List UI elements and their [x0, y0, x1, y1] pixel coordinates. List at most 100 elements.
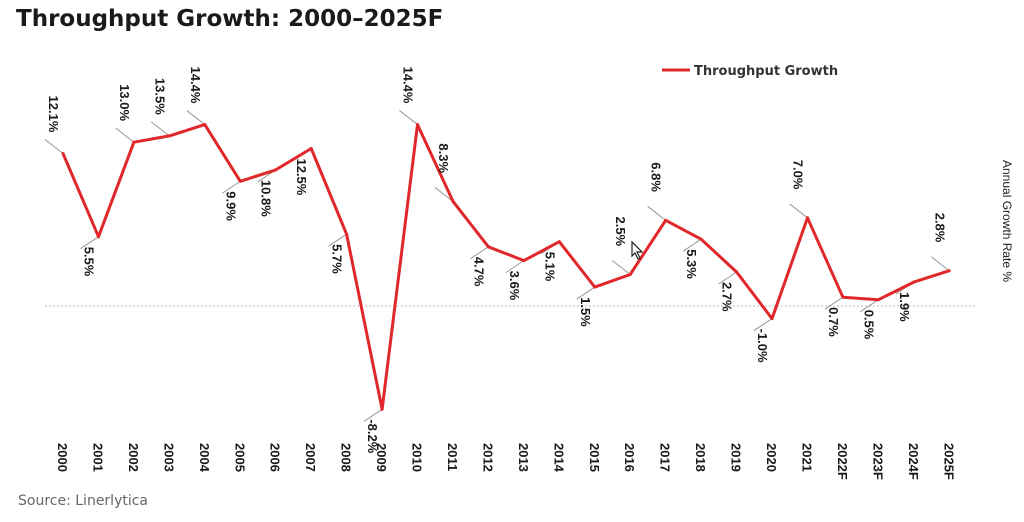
legend: Throughput Growth — [662, 64, 838, 79]
x-tick-label: 2024F — [906, 443, 921, 480]
series-line — [61, 123, 951, 411]
data-point — [522, 259, 526, 263]
data-label: 1.9% — [897, 292, 912, 322]
x-tick-label: 2014 — [551, 443, 566, 473]
x-tick-label: 2018 — [693, 443, 708, 472]
data-label: 13.0% — [117, 84, 132, 121]
data-point — [96, 235, 100, 239]
x-tick-label: 2025F — [941, 443, 956, 480]
x-tick-label: 2020 — [764, 443, 779, 472]
label-leader — [789, 203, 808, 219]
label-leader — [576, 286, 596, 300]
data-point — [699, 237, 703, 241]
label-leader — [860, 299, 879, 313]
x-tick-label: 2013 — [516, 443, 531, 472]
data-label: 13.5% — [152, 78, 167, 115]
label-leader — [753, 318, 773, 332]
label-leader — [682, 238, 702, 252]
data-point — [167, 134, 171, 138]
throughput-growth-line — [61, 123, 950, 411]
label-leader — [80, 236, 99, 250]
x-tick-label: 2006 — [268, 443, 283, 472]
x-tick-label: 2009 — [374, 443, 389, 472]
label-leader — [647, 205, 666, 221]
data-point — [274, 168, 278, 172]
label-leader — [434, 187, 454, 202]
label-leader — [221, 180, 241, 194]
x-tick-label: 2000 — [55, 443, 70, 472]
data-point — [380, 407, 384, 411]
leader-lines — [44, 110, 950, 422]
x-tick-label: 2021 — [799, 443, 814, 472]
data-point — [451, 199, 455, 203]
label-leader — [363, 408, 383, 422]
data-point — [61, 152, 65, 156]
data-label: 9.9% — [223, 191, 238, 221]
data-label: 2.8% — [932, 213, 947, 243]
x-tick-label: 2016 — [622, 443, 637, 472]
data-point — [203, 123, 207, 127]
label-leader — [470, 246, 489, 260]
data-point — [664, 218, 668, 222]
label-leader — [151, 121, 170, 137]
data-label: 0.7% — [826, 307, 841, 337]
data-label: 12.5% — [294, 159, 309, 196]
x-tick-label: 2011 — [445, 443, 460, 471]
label-leader — [186, 110, 206, 125]
x-tick-label: 2010 — [410, 443, 425, 472]
label-leader — [824, 296, 844, 310]
data-point — [238, 179, 242, 183]
label-leader — [930, 256, 950, 272]
data-point — [735, 270, 739, 274]
data-point — [770, 317, 774, 321]
data-label: 4.7% — [471, 257, 486, 287]
x-tick-label: 2022F — [835, 443, 850, 480]
cursor-pointer-icon — [631, 240, 644, 260]
x-tick-label: 2002 — [126, 443, 141, 472]
data-point — [876, 298, 880, 302]
x-tick-label: 2004 — [197, 443, 212, 473]
label-leader — [611, 260, 631, 275]
data-point — [557, 240, 561, 244]
data-label: 0.5% — [861, 310, 876, 340]
data-label: 12.1% — [46, 96, 61, 133]
data-point — [132, 140, 136, 144]
x-tick-label: 2019 — [729, 443, 744, 472]
data-point — [345, 232, 349, 236]
label-leader — [505, 260, 525, 274]
data-label: 1.5% — [578, 297, 593, 327]
data-label: 5.3% — [684, 249, 699, 279]
x-tick-label: 2012 — [480, 443, 495, 472]
x-tick-label: 2007 — [303, 443, 318, 472]
legend-label: Throughput Growth — [694, 64, 838, 79]
data-label: 2.5% — [613, 217, 628, 247]
data-labels: 12.1% 5.5% 13.0% 13.5% 14.4% 9.9% 10.8% 12.5% 5.… — [46, 67, 947, 454]
data-point — [416, 123, 419, 127]
data-label: 5.5% — [81, 247, 96, 277]
x-tick-label: 2023F — [870, 443, 885, 480]
data-point — [309, 147, 313, 150]
label-leader — [44, 139, 64, 154]
label-leader — [328, 233, 347, 247]
data-label: 7.0% — [790, 160, 805, 190]
data-label: 8.3% — [436, 143, 451, 173]
data-label: 6.8% — [649, 162, 664, 192]
data-point — [912, 280, 916, 284]
data-label: 5.7% — [330, 244, 345, 274]
x-tick-label: 2015 — [587, 443, 602, 472]
data-point — [841, 295, 845, 299]
data-label: -1.0% — [755, 329, 770, 363]
data-point — [628, 273, 632, 276]
label-leader — [115, 127, 135, 143]
y-axis-label: Annual Growth Rate % — [1000, 160, 1014, 282]
x-tick-label: 2003 — [161, 443, 176, 472]
data-label: 2.7% — [720, 282, 735, 312]
data-label: 5.1% — [542, 252, 557, 282]
label-leader — [399, 110, 418, 125]
data-label: 14.4% — [401, 67, 416, 104]
chart-title: Throughput Growth: 2000–2025F — [16, 6, 444, 32]
data-point — [947, 269, 951, 273]
source-note: Source: Linerlytica — [18, 493, 149, 509]
x-tick-label: 2001 — [90, 443, 105, 472]
